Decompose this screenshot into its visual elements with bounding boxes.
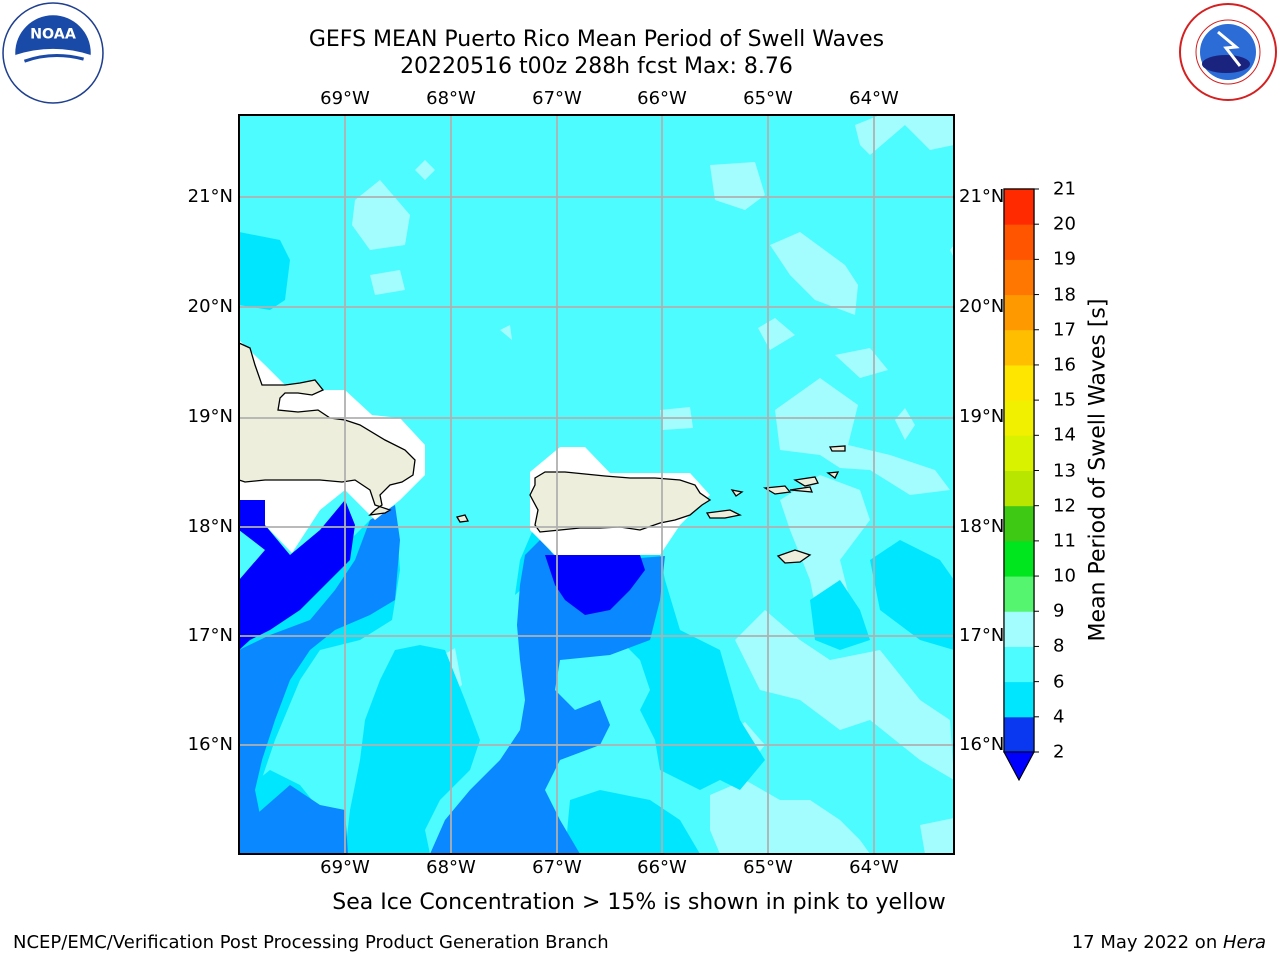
colorbar-tick-label: 18 xyxy=(1053,284,1076,306)
lat-label-right: 17°N xyxy=(959,625,1005,646)
colorbar-overlay xyxy=(1003,188,1039,782)
colorbar-under-arrow xyxy=(1003,751,1035,782)
footer-date-text: 17 May 2022 on xyxy=(1071,932,1223,953)
landmass xyxy=(239,342,846,564)
map-subtitle-forecast: 20220516 t00z 288h fcst Max: 8.76 xyxy=(400,54,793,79)
region-2-4 xyxy=(239,505,665,854)
nws-logo xyxy=(1179,3,1277,101)
lon-label-top: 66°W xyxy=(637,88,687,109)
colorbar-segment xyxy=(1004,611,1034,647)
lon-label-bottom: 65°W xyxy=(743,857,793,878)
colorbar-tick-label: 10 xyxy=(1053,565,1076,587)
lat-label-left: 16°N xyxy=(187,734,233,755)
colorbar-tick-label: 4 xyxy=(1053,706,1065,728)
lon-label-bottom: 64°W xyxy=(849,857,899,878)
region-under-2 xyxy=(239,500,645,650)
colorbar-tick-label: 8 xyxy=(1053,635,1065,657)
lat-label-left: 18°N xyxy=(187,516,233,537)
lon-label-top: 69°W xyxy=(320,88,370,109)
colorbar-segment xyxy=(1004,505,1034,542)
footer-date: 17 May 2022 on Hera xyxy=(1072,932,1266,953)
colorbar-tick-label: 20 xyxy=(1053,213,1076,235)
lat-label-left: 20°N xyxy=(187,296,233,317)
sea-ice-note: Sea Ice Concentration > 15% is shown in … xyxy=(332,890,946,915)
colorbar-segment xyxy=(1004,329,1034,366)
colorbar-segment xyxy=(1004,400,1034,436)
colorbar-tick-label: 11 xyxy=(1053,530,1076,552)
colorbar-segment xyxy=(1004,540,1034,577)
colorbar-tick-label: 14 xyxy=(1053,424,1076,446)
colorbar-tick-label: 9 xyxy=(1053,600,1065,622)
colorbar-title: Mean Period of Swell Waves [s] xyxy=(1085,298,1111,642)
colorbar-tick-label: 13 xyxy=(1053,460,1076,481)
colorbar-segment xyxy=(1004,259,1034,296)
colorbar-segment xyxy=(1004,224,1034,260)
colorbar-tick-label: 21 xyxy=(1053,178,1076,200)
colorbar-tick-label: 17 xyxy=(1053,319,1076,341)
lon-label-bottom: 69°W xyxy=(320,857,370,878)
map-frame xyxy=(238,114,955,855)
colorbar-tick-label: 6 xyxy=(1053,671,1065,693)
colorbar-segment xyxy=(1004,189,1034,225)
lat-label-right: 16°N xyxy=(959,734,1005,755)
lon-label-top: 68°W xyxy=(426,88,476,109)
lon-label-top: 64°W xyxy=(849,88,899,109)
lon-label-bottom: 66°W xyxy=(637,857,687,878)
colorbar-tick-label: 2 xyxy=(1053,741,1065,763)
lat-label-right: 18°N xyxy=(959,516,1005,537)
lon-label-top: 65°W xyxy=(743,88,793,109)
colorbar-segment xyxy=(1004,681,1034,718)
lat-label-right: 20°N xyxy=(959,296,1005,317)
colorbar-segment xyxy=(1004,716,1034,753)
colorbar-tick-label: 12 xyxy=(1053,495,1076,517)
lon-label-bottom: 67°W xyxy=(532,857,582,878)
colorbar-segment xyxy=(1004,470,1034,507)
gridlines xyxy=(239,115,954,854)
colorbar-tick-label: 16 xyxy=(1053,354,1076,376)
lat-label-left: 21°N xyxy=(187,186,233,207)
colorbar-segment xyxy=(1004,646,1034,683)
footer-host: Hera xyxy=(1222,932,1266,953)
footer-credit: NCEP/EMC/Verification Post Processing Pr… xyxy=(13,932,609,953)
colorbar-segment xyxy=(1004,294,1034,331)
lon-label-bottom: 68°W xyxy=(426,857,476,878)
map-title: GEFS MEAN Puerto Rico Mean Period of Swe… xyxy=(308,27,885,52)
lat-label-right: 19°N xyxy=(959,406,1005,427)
colorbar-segment xyxy=(1004,435,1034,471)
colorbar-tick-label: 19 xyxy=(1053,248,1076,270)
lat-label-left: 17°N xyxy=(187,625,233,646)
colorbar-tick-label: 15 xyxy=(1053,389,1076,411)
lat-label-right: 21°N xyxy=(959,186,1005,207)
colorbar-segment xyxy=(1004,576,1034,612)
lon-label-top: 67°W xyxy=(532,88,582,109)
noaa-logo-text: NOAA xyxy=(30,27,76,43)
noaa-logo: NOAA xyxy=(2,2,104,104)
colorbar-segment xyxy=(1004,364,1034,401)
lat-label-left: 19°N xyxy=(187,406,233,427)
